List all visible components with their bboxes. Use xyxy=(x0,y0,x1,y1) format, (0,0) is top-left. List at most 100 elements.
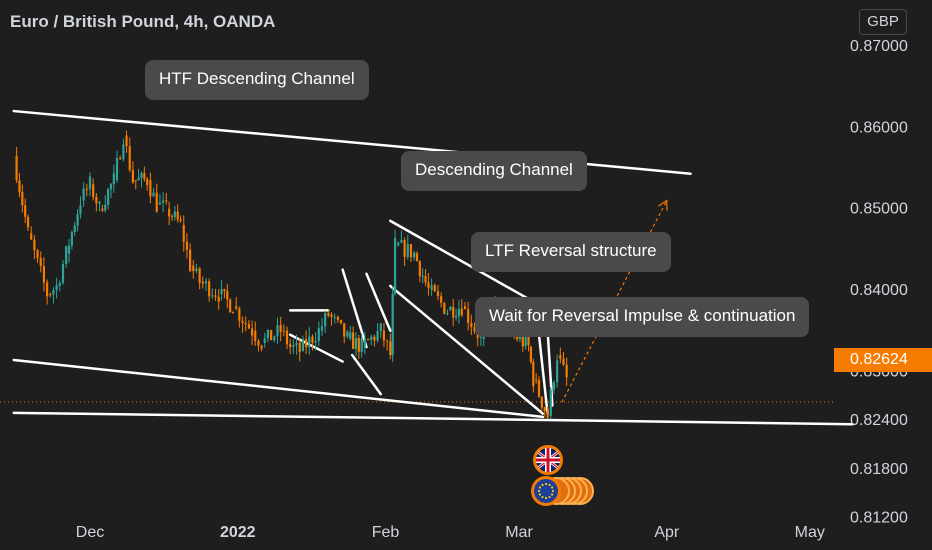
candle-body xyxy=(128,146,131,170)
candle-body xyxy=(559,355,562,359)
candle-body xyxy=(285,330,289,345)
candle-body xyxy=(24,205,27,217)
candle-body xyxy=(247,323,250,329)
callout-htf-descending-channel[interactable]: HTF Descending Channel xyxy=(145,60,369,100)
candle-body xyxy=(521,335,524,347)
candle-body xyxy=(311,336,314,343)
eu-star xyxy=(544,496,548,500)
candle-body xyxy=(185,241,189,250)
time-tick-label: Dec xyxy=(76,524,104,541)
candle-body xyxy=(298,342,301,353)
candle-body xyxy=(433,285,436,292)
projection-line xyxy=(561,200,668,403)
eu-star xyxy=(538,486,542,489)
candle-body xyxy=(179,219,182,221)
candle-body xyxy=(231,312,235,314)
candle-body xyxy=(49,294,52,296)
time-tick-label: Mar xyxy=(505,524,533,541)
candle-body xyxy=(109,184,113,190)
eu-star xyxy=(537,489,541,493)
candle-body xyxy=(217,296,220,302)
candle-body xyxy=(376,331,379,341)
time-tick-label: Apr xyxy=(654,524,680,541)
callout-descending-channel[interactable]: Descending Channel xyxy=(401,151,587,191)
candle-body xyxy=(238,308,241,321)
candle-body xyxy=(173,211,176,217)
candle-body xyxy=(168,208,171,217)
candle-body xyxy=(155,192,158,212)
candle-body xyxy=(527,336,530,346)
candle-body xyxy=(524,336,527,347)
eu-flag-stack[interactable] xyxy=(531,476,594,506)
candle-body xyxy=(279,325,282,332)
candle-body xyxy=(403,239,406,257)
candle-body xyxy=(406,244,409,257)
candle-body xyxy=(363,339,366,347)
candle-body xyxy=(470,322,473,328)
candle-body xyxy=(226,290,229,300)
uk-flag-icon[interactable] xyxy=(533,445,563,475)
candle-body xyxy=(324,313,327,327)
candle-body xyxy=(92,184,95,197)
candle-body xyxy=(317,328,320,342)
candle-body xyxy=(76,214,79,226)
candle-body xyxy=(244,323,247,325)
callout-ltf-reversal-structure[interactable]: LTF Reversal structure xyxy=(471,232,671,272)
candle-body xyxy=(454,316,458,318)
candle-body xyxy=(122,144,125,160)
candle-body xyxy=(98,201,101,204)
eu-star xyxy=(548,483,551,487)
candle-body xyxy=(301,339,305,351)
eu-star xyxy=(541,495,544,499)
candle-body xyxy=(343,323,346,337)
candle-body xyxy=(295,342,298,346)
candle-body xyxy=(170,216,174,218)
price-tick-label: 0.86000 xyxy=(850,119,908,136)
eu-flag-icon[interactable] xyxy=(531,476,561,506)
candle-body xyxy=(131,169,134,183)
candle-body xyxy=(107,189,110,205)
callout-wait-for-reversal[interactable]: Wait for Reversal Impulse & continuation xyxy=(475,297,810,337)
currency-selector[interactable]: GBP xyxy=(859,9,907,35)
candle-body xyxy=(67,245,71,254)
candle-body xyxy=(30,233,33,240)
current-price-label: 0.82624 xyxy=(834,348,932,372)
candle-body xyxy=(440,296,443,303)
candle-body xyxy=(400,239,403,243)
candle-body xyxy=(119,157,122,160)
candle-body xyxy=(443,302,446,314)
candle-body xyxy=(339,319,343,324)
candle-body xyxy=(327,313,330,316)
trendline xyxy=(365,272,392,332)
candle-body xyxy=(201,281,204,284)
candle-body xyxy=(292,345,295,347)
candle-body xyxy=(223,289,226,291)
candle-body xyxy=(314,341,317,343)
price-tick-label: 0.84000 xyxy=(850,282,908,299)
candle-body xyxy=(152,192,155,197)
candle-body xyxy=(208,281,211,297)
candle-body xyxy=(58,282,61,286)
candle-body xyxy=(373,336,376,341)
candle-body xyxy=(137,177,140,181)
candle-body xyxy=(257,340,260,346)
candle-body xyxy=(149,180,152,197)
candle-body xyxy=(430,285,433,290)
time-tick-label: May xyxy=(795,524,825,541)
candle-body xyxy=(529,346,533,362)
candle-body xyxy=(125,135,128,147)
candle-body xyxy=(33,239,36,251)
candle-body xyxy=(165,200,168,202)
candle-body xyxy=(282,330,285,332)
trendline xyxy=(350,353,383,396)
candle-body xyxy=(270,329,273,341)
candle-body xyxy=(532,361,535,387)
candle-body xyxy=(82,188,85,201)
eu-star xyxy=(541,483,544,487)
candle-body xyxy=(473,327,476,332)
candle-body xyxy=(39,258,42,267)
candle-body xyxy=(357,338,360,352)
candle-body xyxy=(85,188,88,190)
candle-body xyxy=(352,332,355,349)
